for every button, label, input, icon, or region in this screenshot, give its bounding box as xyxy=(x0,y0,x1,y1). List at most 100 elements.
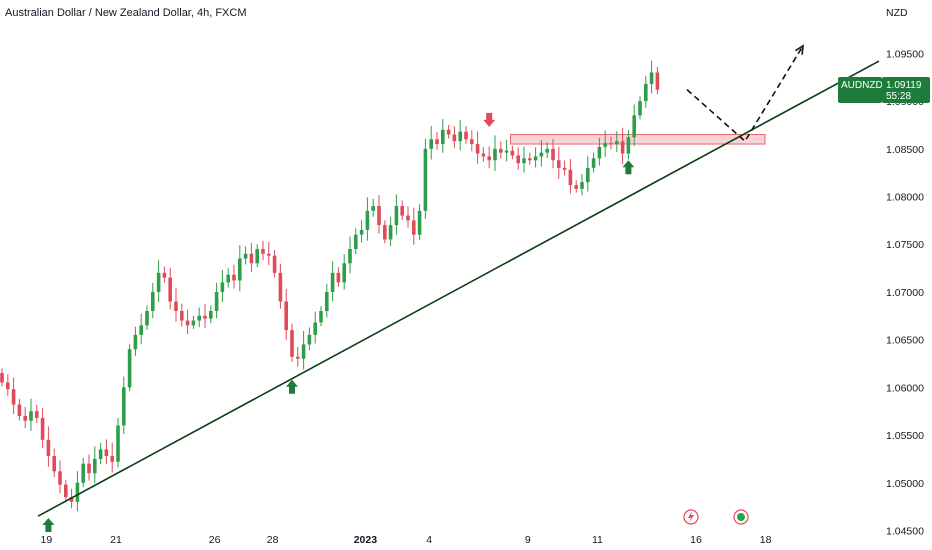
candle-body xyxy=(516,155,520,164)
candle-body xyxy=(23,415,27,421)
candle-body xyxy=(528,158,532,161)
up-arrow-marker xyxy=(286,379,298,394)
candle xyxy=(371,198,375,217)
candle-body xyxy=(64,484,68,498)
up-arrow-marker xyxy=(622,160,635,175)
candle xyxy=(383,220,387,244)
y-tick-label: 1.08500 xyxy=(886,144,924,156)
candle xyxy=(214,282,219,319)
candle-body xyxy=(220,282,225,292)
candle-body xyxy=(342,263,346,283)
candle-body xyxy=(133,334,138,350)
projection-layer[interactable] xyxy=(686,44,804,143)
y-tick-label: 1.09500 xyxy=(886,48,924,60)
candle xyxy=(475,131,480,164)
candle xyxy=(429,125,433,160)
candle xyxy=(441,118,445,153)
candle xyxy=(400,200,404,221)
candle-body xyxy=(214,291,219,312)
candle xyxy=(133,326,138,356)
candle-body xyxy=(17,404,22,416)
candle-body xyxy=(238,258,242,281)
candle xyxy=(406,206,410,228)
candle-body xyxy=(98,449,103,459)
candle-body xyxy=(301,344,306,359)
candle-body xyxy=(122,387,126,426)
candle-body xyxy=(296,356,300,359)
x-tick-label: 18 xyxy=(760,534,772,546)
candle xyxy=(156,260,161,302)
candle xyxy=(562,160,567,176)
trendline xyxy=(37,60,880,517)
candle-body xyxy=(464,131,468,140)
candle-body xyxy=(510,150,515,156)
candle xyxy=(609,136,613,150)
trendline-layer[interactable] xyxy=(37,60,880,517)
candle xyxy=(533,147,538,168)
candle-body xyxy=(191,320,196,326)
candle xyxy=(365,197,370,241)
candle-body xyxy=(586,167,590,183)
candle xyxy=(58,460,62,494)
candle-body xyxy=(40,417,45,440)
candle-body xyxy=(185,320,190,326)
candle xyxy=(597,137,602,166)
candle xyxy=(110,442,114,473)
candle xyxy=(290,323,294,363)
projection-path xyxy=(686,45,804,143)
candle-body xyxy=(649,72,654,84)
candle-body xyxy=(75,482,80,502)
candle-body xyxy=(481,153,486,157)
candle xyxy=(528,152,532,165)
candle-body xyxy=(574,185,578,189)
candle-body xyxy=(638,101,642,116)
candle xyxy=(35,404,39,424)
candle xyxy=(458,119,462,151)
candle-body xyxy=(383,225,387,240)
candle xyxy=(197,307,201,328)
candle xyxy=(603,130,607,157)
candle-body xyxy=(597,146,602,159)
event-flag-icon[interactable] xyxy=(733,509,749,525)
candle xyxy=(17,398,22,421)
candle xyxy=(127,344,132,392)
candle xyxy=(568,158,573,194)
candle-body xyxy=(551,148,555,161)
candle-body xyxy=(267,253,271,256)
candle-body xyxy=(87,463,91,474)
candle xyxy=(267,242,271,266)
candle xyxy=(644,75,648,108)
price-label-symbol: AUDNZD xyxy=(841,80,883,91)
y-tick-label: 1.07500 xyxy=(886,239,924,251)
candle-body xyxy=(255,248,259,264)
candle-body xyxy=(412,220,416,235)
candle xyxy=(539,140,544,167)
resistance-zone xyxy=(509,134,766,145)
candle xyxy=(516,147,520,170)
candle-body xyxy=(336,272,341,283)
candle xyxy=(319,306,323,327)
candle-body xyxy=(116,425,120,462)
candle-body xyxy=(104,449,109,457)
lightning-icon[interactable] xyxy=(683,509,699,525)
candle-body xyxy=(307,334,312,345)
zone-layer xyxy=(509,134,766,145)
candle-body xyxy=(151,291,155,312)
candle xyxy=(301,330,306,370)
candle-body xyxy=(145,311,149,326)
candle-body xyxy=(475,144,480,154)
candle-body xyxy=(168,277,172,302)
y-tick-label: 1.05000 xyxy=(886,478,924,490)
candle-body xyxy=(487,156,491,161)
candle-body xyxy=(655,72,660,90)
candle xyxy=(510,145,515,160)
x-tick-label: 2023 xyxy=(354,534,378,546)
candle-body xyxy=(249,253,254,264)
candle xyxy=(336,267,341,287)
candle-body xyxy=(6,382,10,390)
candle-body xyxy=(504,150,509,153)
candle xyxy=(139,313,143,345)
candle-body xyxy=(603,143,607,147)
candle xyxy=(284,288,288,341)
